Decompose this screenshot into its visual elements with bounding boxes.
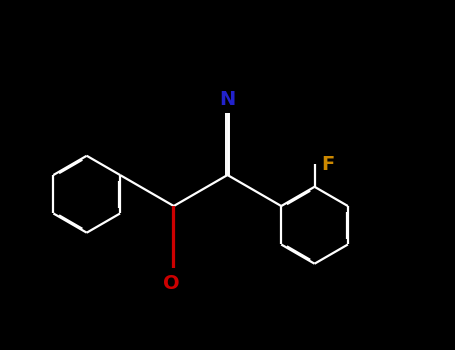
Text: O: O (163, 274, 180, 293)
Text: N: N (219, 90, 236, 109)
Text: F: F (321, 155, 334, 174)
